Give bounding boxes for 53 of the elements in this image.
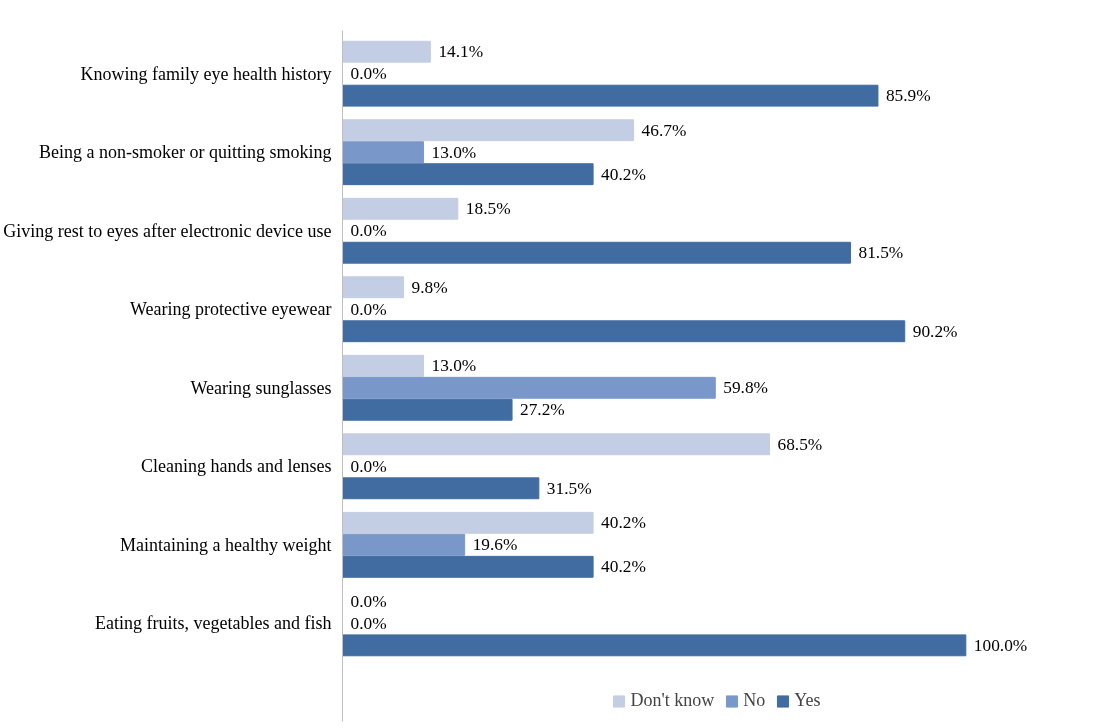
bar bbox=[342, 141, 425, 164]
data-label: 0.0% bbox=[350, 591, 387, 611]
bar bbox=[342, 197, 459, 220]
y-tick-label: Knowing family eye health history bbox=[80, 63, 332, 84]
data-label: 31.5% bbox=[546, 478, 592, 498]
data-label: 40.2% bbox=[601, 557, 646, 577]
data-label: 13.0% bbox=[431, 356, 477, 376]
bar bbox=[342, 163, 594, 186]
bar bbox=[342, 119, 635, 142]
bar bbox=[342, 241, 852, 264]
data-label: 90.2% bbox=[912, 321, 958, 341]
data-label: 40.2% bbox=[601, 164, 646, 184]
bar bbox=[342, 511, 594, 534]
data-label: 0.0% bbox=[350, 221, 387, 241]
bar bbox=[342, 376, 716, 399]
bar bbox=[342, 276, 405, 299]
y-tick-label: Eating fruits, vegetables and fish bbox=[95, 613, 332, 634]
bar bbox=[342, 398, 513, 421]
data-label: 59.8% bbox=[723, 378, 769, 398]
data-label: 27.2% bbox=[520, 400, 565, 420]
bar bbox=[342, 555, 594, 578]
bar bbox=[342, 533, 466, 556]
legend-label: Yes bbox=[794, 690, 821, 711]
data-label: 0.0% bbox=[350, 299, 387, 319]
legend-label: Don't know bbox=[630, 690, 715, 711]
data-label: 13.0% bbox=[431, 142, 477, 162]
data-label: 0.0% bbox=[350, 456, 387, 476]
bar bbox=[342, 40, 431, 63]
data-label: 100.0% bbox=[973, 635, 1028, 655]
y-tick-label: Being a non-smoker or quitting smoking bbox=[39, 142, 332, 163]
bar bbox=[342, 354, 425, 377]
data-label: 46.7% bbox=[641, 120, 687, 140]
data-label: 0.0% bbox=[350, 64, 387, 84]
bar bbox=[342, 634, 967, 657]
data-label: 85.9% bbox=[885, 86, 931, 106]
y-tick-label: Wearing sunglasses bbox=[190, 377, 332, 398]
data-label: 19.6% bbox=[472, 535, 518, 555]
bar bbox=[342, 433, 770, 456]
data-label: 40.2% bbox=[601, 513, 646, 533]
data-label: 18.5% bbox=[465, 199, 511, 219]
data-label: 14.1% bbox=[438, 42, 484, 62]
y-tick-label: Cleaning hands and lenses bbox=[141, 456, 332, 477]
y-tick-label: Maintaining a healthy weight bbox=[120, 534, 332, 555]
y-tick-label: Wearing protective eyewear bbox=[130, 299, 332, 320]
legend-label: No bbox=[743, 690, 766, 711]
bar bbox=[342, 477, 540, 500]
bar bbox=[342, 320, 906, 343]
data-label: 68.5% bbox=[777, 434, 823, 454]
y-tick-label: Giving rest to eyes after electronic device use bbox=[3, 220, 332, 241]
data-label: 81.5% bbox=[858, 243, 904, 263]
bar bbox=[342, 84, 879, 107]
data-label: 0.0% bbox=[350, 613, 387, 633]
data-label: 9.8% bbox=[411, 277, 448, 297]
